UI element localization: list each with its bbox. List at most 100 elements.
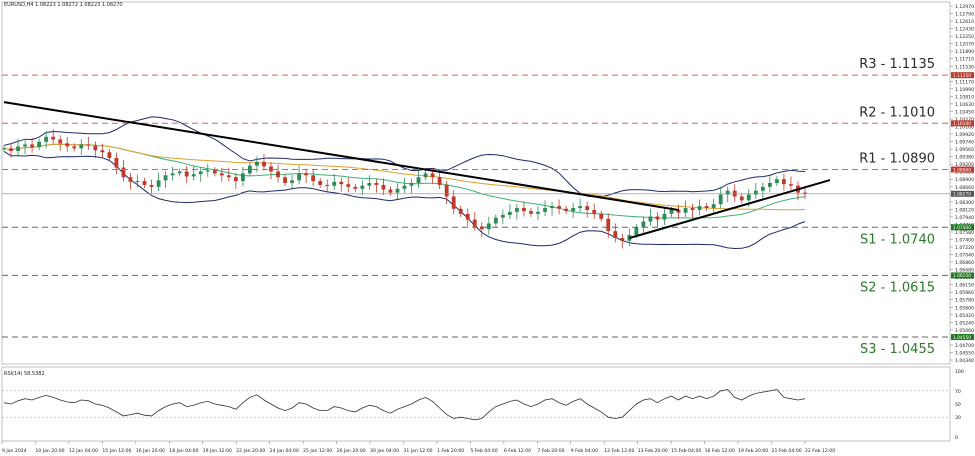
price-tick-label: 1.11710 xyxy=(955,57,974,63)
candle-body xyxy=(248,165,252,174)
price-tick-label: 1.10810 xyxy=(955,94,974,100)
current-price-tag xyxy=(951,190,974,197)
candle-body xyxy=(311,175,316,182)
candle-body xyxy=(500,214,505,218)
time-tick-label: 12 Jan 04:00 xyxy=(69,448,98,454)
moving-average-slow xyxy=(3,143,806,211)
candle-body xyxy=(353,186,358,189)
price-tick-label: 1.11170 xyxy=(955,79,974,85)
candle-body xyxy=(9,148,13,152)
candle-body xyxy=(437,177,442,185)
candle-body xyxy=(121,167,126,178)
time-tick-label: 16 Feb 12:00 xyxy=(705,448,735,454)
candle-body xyxy=(142,181,147,185)
candle-body xyxy=(290,180,294,183)
candle-body xyxy=(550,206,554,209)
downtrend-line xyxy=(3,101,679,211)
price-tick-label: 1.06680 xyxy=(955,268,974,274)
candle-body xyxy=(662,213,667,220)
rsi-tick-label: 100 xyxy=(955,369,964,375)
candle-body xyxy=(177,171,182,174)
rsi-tick-label: 50 xyxy=(955,402,961,408)
candle-body xyxy=(332,181,337,186)
time-tick-label: 13 Feb 20:00 xyxy=(638,448,668,454)
candle-body xyxy=(269,166,273,172)
price-tick-label: 1.07040 xyxy=(955,253,974,259)
resistance-price-tag-text: 1.08900 xyxy=(953,167,971,173)
price-tick-label: 1.12250 xyxy=(955,34,974,40)
resistance-label: R1 - 1.0890 xyxy=(859,152,935,167)
candle-body xyxy=(86,144,91,146)
candle-body xyxy=(135,181,140,183)
candle-body xyxy=(58,139,63,144)
price-tick-label: 1.09200 xyxy=(955,162,974,168)
price-tick-label: 1.07580 xyxy=(955,230,974,236)
resistance-price-tag xyxy=(951,166,974,173)
price-tick-label: 1.05060 xyxy=(955,328,974,334)
candle-body xyxy=(297,173,302,181)
candle-body xyxy=(402,185,407,189)
candle-body xyxy=(507,211,512,215)
rsi-series-line xyxy=(3,389,806,421)
candle-body xyxy=(114,157,119,168)
time-tick-label: 22 Feb 12:00 xyxy=(805,448,835,454)
candle-body xyxy=(676,209,681,213)
rsi-tick-label: 30 xyxy=(955,415,961,421)
time-tick-label: 10 Jan 20:00 xyxy=(35,448,64,454)
time-tick-label: 16 Jan 20:00 xyxy=(136,448,165,454)
time-tick-label: 30 Jan 04:00 xyxy=(370,448,399,454)
candle-body xyxy=(72,146,77,149)
candle-body xyxy=(543,208,547,212)
candle-body xyxy=(718,194,723,205)
price-tick-label: 1.10630 xyxy=(955,102,974,108)
candle-body xyxy=(409,183,414,186)
price-tick-label: 1.04550 xyxy=(955,350,974,356)
current-price-tag-text: 1.08270 xyxy=(953,192,971,198)
price-tick-label: 1.10990 xyxy=(955,87,974,93)
support-price-tag xyxy=(951,334,974,341)
candle-body xyxy=(65,143,70,147)
candle-body xyxy=(156,180,161,187)
candle-body xyxy=(191,174,196,177)
price-tick-label: 1.08900 xyxy=(955,177,974,183)
candle-body xyxy=(367,183,372,186)
price-tick-label: 1.07940 xyxy=(955,215,974,221)
time-tick-label: 6 Feb 12:00 xyxy=(504,448,531,454)
candle-body xyxy=(205,170,210,172)
price-tick-label: 1.08120 xyxy=(955,207,974,213)
price-tick-label: 1.10100 xyxy=(955,125,974,131)
candle-body xyxy=(789,184,793,186)
support-label: S1 - 1.0740 xyxy=(860,232,935,247)
candle-body xyxy=(739,196,744,201)
candle-body xyxy=(395,188,400,193)
price-tick-label: 1.09740 xyxy=(955,140,974,146)
candle-body xyxy=(515,208,519,212)
candle-body xyxy=(458,208,463,214)
price-tick-label: 1.07400 xyxy=(955,237,974,243)
candle-body xyxy=(803,192,807,194)
candle-body xyxy=(655,216,660,220)
candle-body xyxy=(585,206,590,210)
candle-body xyxy=(711,204,716,209)
price-tick-label: 1.12610 xyxy=(955,19,974,25)
time-tick-label: 7 Feb 20:00 xyxy=(537,448,564,454)
candle-body xyxy=(276,171,280,178)
rsi-panel-frame xyxy=(1,366,951,442)
candle-body xyxy=(374,183,379,185)
support-price-tag-text: 1.07400 xyxy=(953,225,971,231)
price-tick-label: 1.12070 xyxy=(955,42,974,48)
time-tick-label: 26 Jan 20:00 xyxy=(337,448,366,454)
price-tick-label: 1.10450 xyxy=(955,109,974,115)
price-tick-label: 1.12430 xyxy=(955,27,974,33)
price-tick-label: 1.06860 xyxy=(955,260,974,266)
price-tick-label: 1.12970 xyxy=(955,4,974,10)
time-tick-label: 1 Feb 20:00 xyxy=(437,448,464,454)
candle-body xyxy=(346,184,351,187)
candle-body xyxy=(683,208,688,213)
price-tick-label: 1.04700 xyxy=(955,343,974,349)
candle-body xyxy=(149,184,154,187)
time-tick-label: 19 Feb 20:00 xyxy=(738,448,768,454)
candle-body xyxy=(198,171,203,175)
